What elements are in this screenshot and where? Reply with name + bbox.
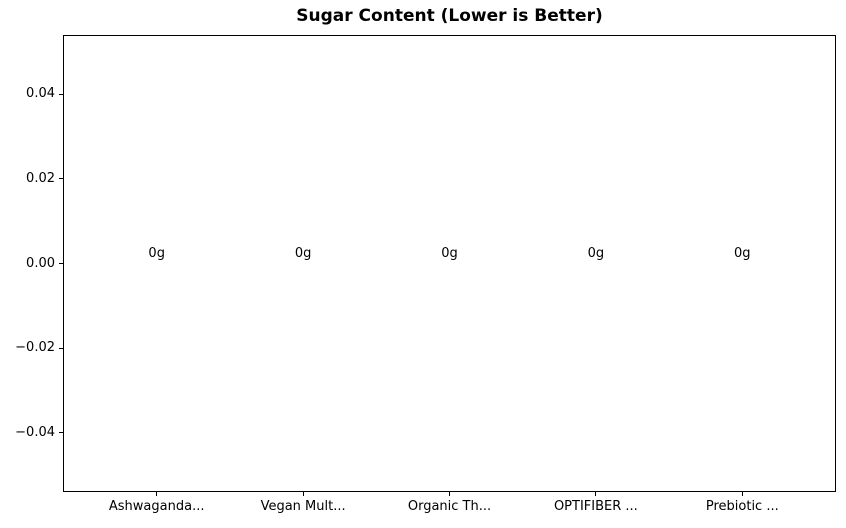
bar-value-label: 0g — [441, 245, 458, 261]
x-tick-label: Organic Th... — [407, 499, 492, 514]
bar-value-label: 0g — [294, 245, 312, 261]
y-tick-label: −0.04 — [15, 424, 55, 440]
bar-value-label: 0g — [734, 245, 751, 261]
y-tick-mark — [59, 263, 63, 264]
chart-title: Sugar Content (Lower is Better) — [296, 6, 603, 26]
bar-value-label: 0g — [148, 245, 165, 261]
y-tick-label: 0.00 — [26, 255, 55, 271]
x-tick-label: Prebiotic ... — [705, 499, 779, 514]
x-tick-label: Ashwaganda... — [108, 499, 205, 514]
x-tick-mark — [741, 492, 743, 496]
bar-value-label: 0g — [587, 245, 605, 261]
y-tick-label: 0.04 — [26, 86, 55, 102]
x-tick-label: Vegan Mult... — [260, 499, 346, 514]
y-tick-label: −0.02 — [15, 340, 55, 356]
plot-area — [63, 35, 836, 492]
y-tick-mark — [59, 347, 63, 349]
x-tick-mark — [156, 492, 158, 496]
x-tick-mark — [595, 492, 597, 496]
y-tick-mark — [59, 93, 63, 95]
y-tick-mark — [59, 178, 63, 180]
x-tick-mark — [449, 492, 450, 496]
y-tick-label: 0.02 — [26, 170, 55, 186]
y-tick-mark — [59, 432, 63, 434]
x-tick-mark — [302, 492, 304, 496]
x-tick-label: OPTIFIBER ... — [553, 499, 638, 514]
